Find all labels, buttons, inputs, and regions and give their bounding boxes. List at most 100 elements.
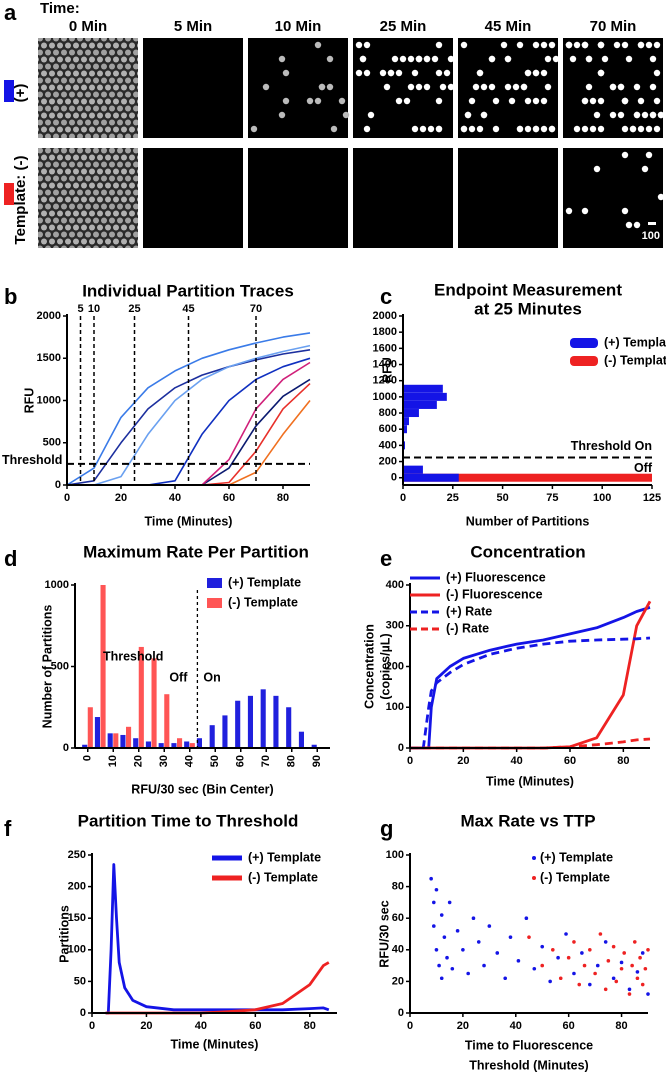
partition-dot [342, 111, 350, 119]
line [105, 863, 330, 1015]
point [455, 929, 460, 933]
image-tile [353, 148, 453, 248]
row-label: Template: (-) [12, 156, 29, 245]
bar [403, 425, 407, 434]
point [627, 987, 632, 992]
point [646, 948, 650, 952]
partition-dot [621, 151, 629, 159]
y-tick-label: 1000 [37, 394, 61, 406]
point [508, 935, 513, 939]
point [640, 982, 645, 987]
y-tick-label: 400 [386, 579, 404, 591]
partition-dot [504, 83, 512, 91]
partition-dot [460, 41, 468, 49]
partition-dot [419, 125, 427, 133]
partition-dot [407, 83, 415, 91]
partition-dot [617, 111, 625, 119]
y-tick-label: 600 [379, 423, 397, 435]
partition-dot [464, 111, 472, 119]
scale-label: 100 [642, 230, 660, 242]
partition-dot [399, 55, 407, 63]
partition-dot [589, 97, 597, 105]
partition-dot [395, 97, 403, 105]
y-tick-label: 40 [392, 944, 404, 956]
point [593, 971, 597, 976]
partition-dot [581, 97, 589, 105]
partition-dot [649, 83, 657, 91]
partition-dot [314, 41, 322, 49]
column-label: 25 Min [380, 18, 427, 35]
x-tick-label: 25 [447, 492, 459, 504]
image-tile [143, 38, 243, 138]
bar [222, 715, 228, 748]
point [606, 959, 611, 963]
partition-dot [548, 41, 556, 49]
point [532, 966, 537, 971]
marker-label: 70 [250, 303, 262, 315]
point [503, 976, 508, 981]
point [572, 940, 576, 944]
partition-dot [645, 41, 653, 49]
partition-dot [548, 125, 556, 133]
partition-dot [637, 97, 645, 105]
bar [164, 694, 170, 748]
partition-dot [593, 165, 601, 173]
x-tick-label: 60 [235, 755, 247, 767]
partition-dot [524, 125, 532, 133]
y-tick-label: 0 [63, 742, 69, 754]
partition-dot [460, 125, 468, 133]
point [598, 932, 603, 936]
partition-dot [633, 83, 641, 91]
partition-dot [383, 83, 391, 91]
bar [177, 738, 183, 748]
legend-label: (+) Template [248, 850, 321, 864]
partition-dot [306, 97, 314, 105]
x-tick-label: 10 [107, 755, 119, 767]
y-axis-label: Number of Partitions [40, 605, 54, 729]
point [437, 963, 441, 968]
image-tile [248, 148, 348, 248]
column-label: 5 Min [174, 18, 212, 35]
image-tile [143, 148, 243, 248]
legend-label: (+) Template [604, 335, 666, 349]
threshold-label: Threshold On [571, 439, 652, 453]
legend-label: (+) Template [540, 850, 613, 864]
point [450, 966, 455, 971]
x-tick-label: 40 [169, 492, 181, 504]
legend-swatch [207, 598, 222, 608]
bar [107, 733, 113, 748]
point [466, 971, 470, 976]
y-tick-label: 1000 [45, 579, 69, 591]
x-tick-label: 70 [260, 755, 272, 767]
point [471, 916, 476, 920]
partition-dot [363, 69, 371, 77]
x-tick-label: 0 [82, 755, 94, 761]
panel-label: b [4, 284, 17, 309]
point [595, 963, 600, 968]
x-axis-label: Time (Minutes) [145, 514, 233, 528]
point [461, 948, 465, 952]
point [622, 951, 626, 955]
bar [87, 707, 93, 748]
y-tick-label: 100 [386, 701, 404, 713]
y-axis-label: RFU [380, 357, 394, 383]
line [67, 383, 311, 486]
column-label: 45 Min [485, 18, 532, 35]
bar [120, 734, 126, 748]
x-tick-label: 0 [407, 1020, 413, 1032]
point [638, 955, 642, 960]
y-tick-label: 500 [43, 437, 61, 449]
x-tick-label: 40 [510, 1020, 522, 1032]
point [582, 963, 587, 968]
partition-dot [415, 55, 423, 63]
bar [133, 738, 139, 748]
legend-label: (-) Template [604, 353, 666, 367]
partition-dot [593, 111, 601, 119]
partition-dot [621, 125, 629, 133]
partition-dot [250, 125, 258, 133]
panel-label: e [380, 546, 392, 571]
partition-dot [633, 111, 641, 119]
x-tick-label: 125 [643, 492, 661, 504]
y-tick-label: 0 [80, 1007, 86, 1019]
